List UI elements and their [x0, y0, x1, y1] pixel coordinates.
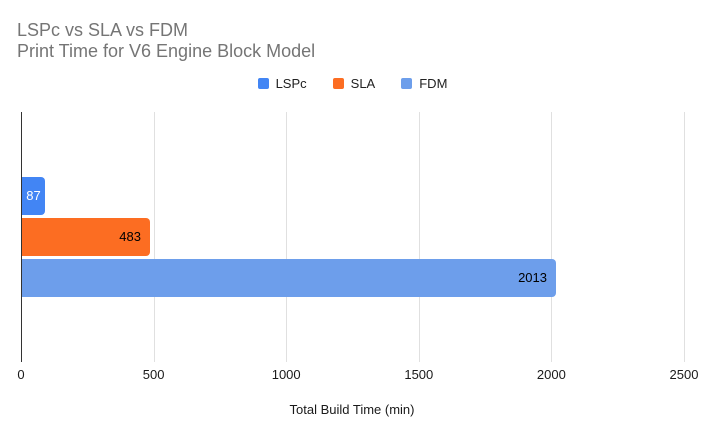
legend-item-fdm[interactable]: FDM	[401, 76, 447, 91]
x-tick-label-500: 500	[142, 367, 165, 382]
bar-value-label: 483	[119, 229, 141, 244]
bar-lspc[interactable]: 87	[22, 177, 45, 215]
x-tick-label-1000: 1000	[271, 367, 301, 382]
gridline-2000	[551, 112, 553, 362]
x-axis-title: Total Build Time (min)	[289, 402, 415, 417]
chart-subtitle: Print Time for V6 Engine Block Model	[17, 41, 316, 61]
bar-sla[interactable]: 483	[22, 218, 150, 256]
y-axis-baseline	[21, 112, 22, 362]
plot-area: 87 483 2013	[21, 112, 685, 362]
chart-title-block: LSPc vs SLA vs FDM Print Time for V6 Eng…	[17, 20, 315, 62]
chart-title: LSPc vs SLA vs FDM	[17, 20, 189, 40]
gridline-500	[153, 112, 155, 362]
legend-item-lspc[interactable]: LSPc	[257, 76, 307, 91]
legend-swatch-icon	[257, 78, 269, 89]
chart-legend: LSPc SLA FDM	[0, 76, 705, 91]
gridline-1000	[286, 112, 288, 362]
x-tick-label-2500: 2500	[669, 367, 699, 382]
legend-label: FDM	[419, 76, 448, 91]
gridline-1500	[418, 112, 420, 362]
legend-label: LSPc	[275, 76, 307, 91]
bar-fdm[interactable]: 2013	[22, 259, 556, 297]
bar-value-label: 2013	[518, 270, 547, 285]
x-tick-label-0: 0	[17, 367, 25, 382]
x-tick-label-1500: 1500	[404, 367, 434, 382]
bar-value-label: 87	[26, 188, 41, 203]
legend-swatch-icon	[332, 78, 344, 89]
x-tick-label-2000: 2000	[536, 367, 566, 382]
legend-item-sla[interactable]: SLA	[332, 76, 376, 91]
legend-swatch-icon	[401, 78, 413, 89]
legend-label: SLA	[350, 76, 376, 91]
gridline-2500	[684, 112, 685, 362]
